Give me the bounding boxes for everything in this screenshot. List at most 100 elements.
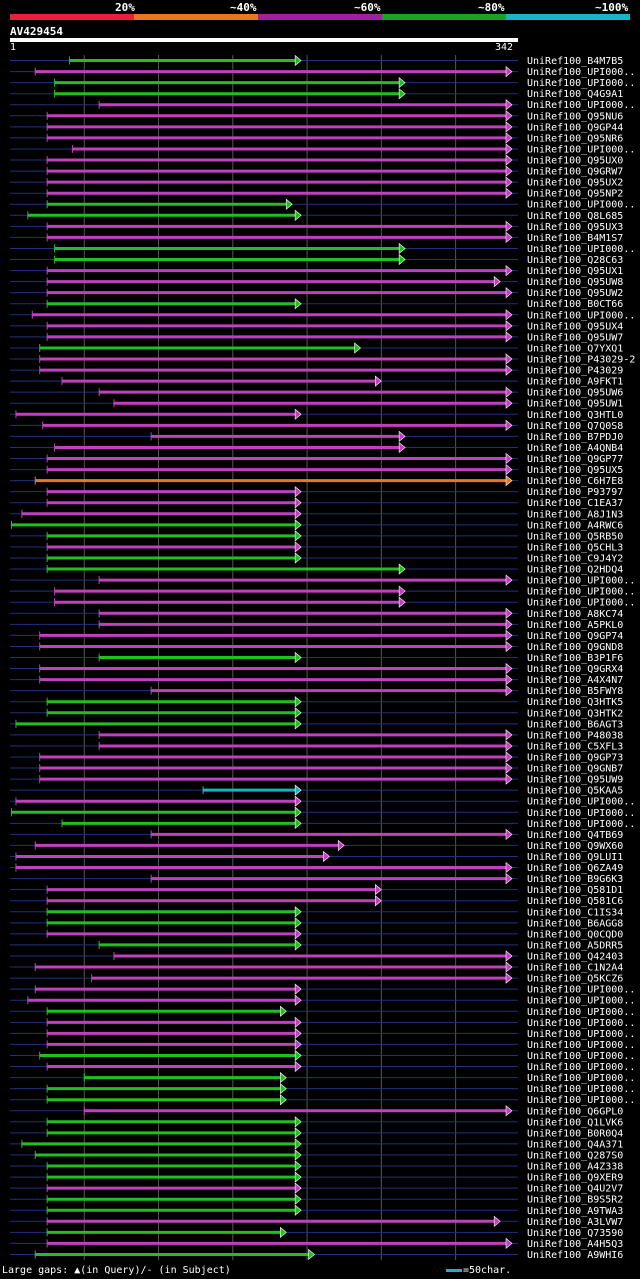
hit-row[interactable]: UniRef100_UPI000.. — [10, 596, 635, 609]
hit-label[interactable]: UniRef100_A8KC74 — [527, 609, 623, 620]
hit-row[interactable]: UniRef100_A3LVW7 — [10, 1215, 623, 1228]
hit-row[interactable]: UniRef100_B5FWY8 — [10, 685, 623, 698]
hit-row[interactable]: UniRef100_Q581D1 — [10, 884, 623, 897]
hit-row[interactable]: UniRef100_Q9GP74 — [10, 629, 623, 642]
hit-label[interactable]: UniRef100_Q95UX4 — [527, 321, 623, 332]
hit-label[interactable]: UniRef100_UPI000.. — [527, 67, 635, 78]
hit-row[interactable]: UniRef100_P43029 — [10, 364, 623, 377]
hit-label[interactable]: UniRef100_B5FWY8 — [527, 686, 623, 697]
hit-label[interactable]: UniRef100_Q95UX1 — [527, 266, 623, 277]
hit-label[interactable]: UniRef100_B4M7B5 — [527, 56, 623, 67]
hit-label[interactable]: UniRef100_UPI000.. — [527, 576, 635, 587]
hit-row[interactable]: UniRef100_Q0CQD0 — [10, 928, 623, 941]
hit-label[interactable]: UniRef100_UPI000.. — [527, 1095, 635, 1106]
hit-label[interactable]: UniRef100_A4RWC6 — [527, 520, 623, 531]
hit-label[interactable]: UniRef100_Q6ZA49 — [527, 863, 623, 874]
hit-row[interactable]: UniRef100_Q9GP44 — [10, 121, 623, 133]
hit-row[interactable]: UniRef100_Q3HTK2 — [10, 707, 623, 720]
hit-label[interactable]: UniRef100_UPI000.. — [527, 1051, 635, 1062]
hit-row[interactable]: UniRef100_Q95UW6 — [10, 386, 623, 399]
hit-row[interactable]: UniRef100_Q95UW9 — [10, 773, 623, 786]
hit-row[interactable]: UniRef100_Q6GPL0 — [10, 1105, 623, 1118]
hit-row[interactable]: UniRef100_Q5KAA5 — [10, 784, 623, 797]
hit-label[interactable]: UniRef100_Q5KAA5 — [527, 786, 623, 797]
hit-label[interactable]: UniRef100_B9G6K3 — [527, 874, 623, 885]
hit-row[interactable]: UniRef100_Q5RB50 — [10, 530, 623, 543]
hit-row[interactable]: UniRef100_UPI000.. — [10, 143, 635, 156]
hit-label[interactable]: UniRef100_UPI000.. — [527, 598, 635, 609]
hit-label[interactable]: UniRef100_UPI000.. — [527, 244, 635, 255]
hit-label[interactable]: UniRef100_Q95UW2 — [527, 288, 623, 299]
hit-label[interactable]: UniRef100_A3LVW7 — [527, 1217, 623, 1228]
hit-row[interactable]: UniRef100_P93797 — [10, 486, 623, 499]
hit-label[interactable]: UniRef100_C5XFL3 — [527, 741, 623, 752]
hit-label[interactable]: UniRef100_UPI000.. — [527, 985, 635, 996]
hit-label[interactable]: UniRef100_Q9GP44 — [527, 122, 623, 133]
hit-row[interactable]: UniRef100_Q95UX3 — [10, 220, 623, 233]
hit-row[interactable]: UniRef100_Q4TB69 — [10, 828, 623, 841]
hit-label[interactable]: UniRef100_Q581D1 — [527, 885, 623, 896]
hit-row[interactable]: UniRef100_Q9GP73 — [10, 751, 623, 764]
hit-label[interactable]: UniRef100_C6H7E8 — [527, 476, 623, 487]
hit-label[interactable]: UniRef100_Q9XER9 — [527, 1173, 623, 1184]
hit-label[interactable]: UniRef100_Q7Q0S8 — [527, 421, 623, 432]
hit-row[interactable]: UniRef100_Q95UX1 — [10, 264, 623, 278]
hit-label[interactable]: UniRef100_A9TWA3 — [527, 1206, 623, 1217]
hit-label[interactable]: UniRef100_C1N2A4 — [527, 963, 623, 974]
hit-row[interactable]: UniRef100_C1N2A4 — [10, 961, 623, 974]
hit-row[interactable]: UniRef100_Q95NU6 — [10, 110, 623, 123]
hit-row[interactable]: UniRef100_B9G6K3 — [10, 872, 623, 886]
hit-row[interactable]: UniRef100_Q9GNB7 — [10, 762, 623, 775]
hit-row[interactable]: UniRef100_UPI000.. — [10, 1005, 635, 1018]
hit-row[interactable]: UniRef100_Q1LVK6 — [10, 1116, 623, 1129]
hit-label[interactable]: UniRef100_P93797 — [527, 487, 623, 498]
hit-label[interactable]: UniRef100_Q95UW6 — [527, 388, 623, 399]
hit-row[interactable]: UniRef100_B4M7B5 — [10, 55, 623, 68]
hit-row[interactable]: UniRef100_Q6ZA49 — [10, 861, 623, 875]
hit-label[interactable]: UniRef100_UPI000.. — [527, 1073, 635, 1084]
hit-label[interactable]: UniRef100_A4QNB4 — [527, 443, 623, 454]
hit-row[interactable]: UniRef100_UPI000.. — [10, 76, 635, 90]
hit-label[interactable]: UniRef100_UPI000.. — [527, 1040, 635, 1051]
hit-label[interactable]: UniRef100_Q287S0 — [527, 1150, 623, 1161]
hit-label[interactable]: UniRef100_Q2HDQ4 — [527, 565, 623, 576]
hit-row[interactable]: UniRef100_Q5KCZ6 — [10, 972, 623, 985]
hit-row[interactable]: UniRef100_Q9LUI1 — [10, 850, 623, 863]
hit-row[interactable]: UniRef100_Q4G9A1 — [10, 88, 623, 101]
hit-label[interactable]: UniRef100_A4Z338 — [527, 1162, 623, 1173]
hit-row[interactable]: UniRef100_Q95UW2 — [10, 287, 623, 300]
hit-label[interactable]: UniRef100_Q4TB69 — [527, 830, 623, 841]
hit-label[interactable]: UniRef100_UPI000.. — [527, 1029, 635, 1040]
hit-label[interactable]: UniRef100_UPI000.. — [527, 587, 635, 598]
hit-label[interactable]: UniRef100_Q95UW8 — [527, 277, 623, 288]
hit-label[interactable]: UniRef100_Q28C63 — [527, 255, 623, 266]
hit-row[interactable]: UniRef100_Q95UW8 — [10, 275, 623, 289]
hit-row[interactable]: UniRef100_Q42403 — [10, 950, 623, 963]
hit-label[interactable]: UniRef100_A8J1N3 — [527, 509, 623, 520]
hit-row[interactable]: UniRef100_A4X4N7 — [10, 673, 623, 687]
hit-row[interactable]: UniRef100_C1IS34 — [10, 906, 623, 919]
hit-row[interactable]: UniRef100_UPI000.. — [10, 1038, 635, 1051]
hit-label[interactable]: UniRef100_Q3HTL0 — [527, 410, 623, 421]
hit-label[interactable]: UniRef100_Q95NR6 — [527, 133, 623, 144]
hit-row[interactable]: UniRef100_Q9GND8 — [10, 640, 623, 653]
hit-row[interactable]: UniRef100_A5PKL0 — [10, 618, 623, 631]
hit-label[interactable]: UniRef100_A5PKL0 — [527, 620, 623, 631]
hit-label[interactable]: UniRef100_B3P1F6 — [527, 653, 623, 664]
hit-label[interactable]: UniRef100_A4H5Q3 — [527, 1239, 623, 1250]
hit-label[interactable]: UniRef100_Q3HTK2 — [527, 708, 623, 719]
hit-label[interactable]: UniRef100_P43029 — [527, 366, 623, 377]
hit-label[interactable]: UniRef100_B6AGG8 — [527, 918, 623, 929]
hit-label[interactable]: UniRef100_Q9GNB7 — [527, 764, 623, 775]
hit-row[interactable]: UniRef100_Q9GP77 — [10, 452, 623, 466]
hit-label[interactable]: UniRef100_Q9GP74 — [527, 631, 623, 642]
hit-row[interactable]: UniRef100_UPI000.. — [10, 1071, 635, 1085]
hit-label[interactable]: UniRef100_UPI000.. — [527, 1018, 635, 1029]
hit-label[interactable]: UniRef100_UPI000.. — [527, 310, 635, 321]
hit-row[interactable]: UniRef100_P43029-2 — [10, 353, 635, 366]
hit-row[interactable]: UniRef100_C9J4Y2 — [10, 552, 623, 565]
hit-row[interactable]: UniRef100_Q9GRW7 — [10, 165, 623, 178]
hit-label[interactable]: UniRef100_Q95NU6 — [527, 111, 623, 122]
hit-label[interactable]: UniRef100_B6AGT3 — [527, 719, 623, 730]
hit-row[interactable]: UniRef100_UPI000.. — [10, 817, 635, 830]
